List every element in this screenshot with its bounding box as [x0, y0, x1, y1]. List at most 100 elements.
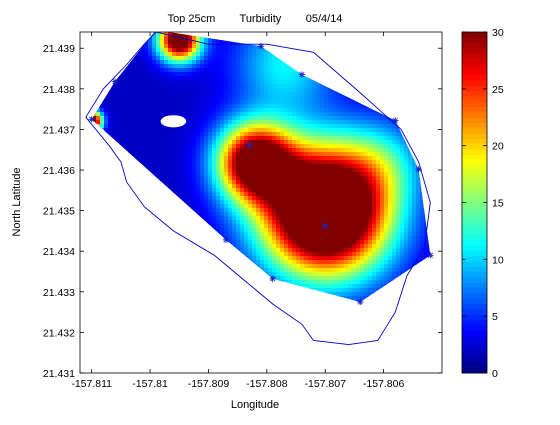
field-cell: [168, 112, 173, 117]
field-cell: [244, 188, 249, 193]
field-cell: [172, 100, 177, 105]
field-cell: [160, 132, 165, 137]
field-cell: [268, 224, 273, 229]
field-cell: [168, 60, 173, 65]
field-cell: [308, 248, 313, 253]
field-cell: [248, 216, 253, 221]
field-cell: [296, 168, 301, 173]
field-cell: [200, 116, 205, 121]
field-cell: [252, 124, 257, 129]
field-cell: [132, 148, 137, 153]
field-cell: [304, 92, 309, 97]
field-cell: [108, 124, 113, 129]
field-cell: [204, 156, 209, 161]
field-cell: [276, 76, 281, 81]
field-cell: [200, 44, 205, 49]
field-cell: [256, 200, 261, 205]
field-cell: [252, 252, 257, 257]
field-cell: [252, 192, 257, 197]
field-cell: [292, 172, 297, 177]
field-cell: [292, 264, 297, 269]
field-cell: [208, 48, 213, 53]
field-cell: [156, 96, 161, 101]
field-cell: [244, 156, 249, 161]
field-cell: [272, 124, 277, 129]
field-cell: [280, 88, 285, 93]
field-cell: [268, 112, 273, 117]
field-cell: [148, 48, 153, 53]
field-cell: [272, 232, 277, 237]
field-cell: [212, 196, 217, 201]
field-cell: [224, 220, 229, 225]
field-cell: [188, 112, 193, 117]
field-cell: [304, 236, 309, 241]
field-cell: [116, 132, 121, 137]
field-cell: [140, 60, 145, 65]
field-cell: [236, 100, 241, 105]
field-cell: [212, 216, 217, 221]
field-cell: [240, 100, 245, 105]
field-cell: [240, 216, 245, 221]
field-cell: [236, 196, 241, 201]
field-cell: [292, 104, 297, 109]
field-cell: [288, 212, 293, 217]
field-cell: [268, 76, 273, 81]
field-cell: [252, 140, 257, 145]
field-cell: [232, 112, 237, 117]
field-cell: [300, 168, 305, 173]
field-cell: [228, 152, 233, 157]
field-cell: [260, 168, 265, 173]
field-cell: [204, 180, 209, 185]
field-cell: [280, 160, 285, 165]
field-cell: [120, 124, 125, 129]
field-cell: [304, 232, 309, 237]
field-cell: [184, 152, 189, 157]
field-cell: [108, 116, 113, 121]
field-cell: [264, 224, 269, 229]
field-cell: [112, 136, 117, 141]
field-cell: [240, 236, 245, 241]
field-cell: [296, 88, 301, 93]
field-cell: [108, 100, 113, 105]
field-cell: [292, 68, 297, 73]
field-cell: [300, 92, 305, 97]
field-cell: [236, 160, 241, 165]
field-cell: [116, 140, 121, 145]
field-cell: [132, 88, 137, 93]
field-cell: [244, 240, 249, 245]
field-cell: [212, 224, 217, 229]
field-cell: [208, 40, 213, 45]
field-cell: [284, 160, 289, 165]
field-cell: [144, 56, 149, 61]
field-cell: [168, 100, 173, 105]
field-cell: [284, 216, 289, 221]
field-cell: [244, 132, 249, 137]
field-cell: [172, 104, 177, 109]
field-cell: [128, 88, 133, 93]
field-cell: [204, 44, 209, 49]
field-cell: [224, 108, 229, 113]
field-cell: [308, 92, 313, 97]
field-cell: [196, 164, 201, 169]
field-cell: [276, 164, 281, 169]
field-cell: [216, 112, 221, 117]
field-cell: [272, 224, 277, 229]
field-cell: [204, 116, 209, 121]
field-cell: [256, 80, 261, 85]
field-cell: [216, 88, 221, 93]
field-cell: [224, 112, 229, 117]
field-cell: [284, 72, 289, 77]
field-cell: [292, 116, 297, 121]
field-cell: [136, 132, 141, 137]
field-cell: [248, 224, 253, 229]
field-cell: [144, 80, 149, 85]
field-cell: [192, 180, 197, 185]
field-cell: [204, 108, 209, 113]
field-cell: [296, 124, 301, 129]
field-cell: [272, 272, 277, 277]
field-cell: [196, 48, 201, 53]
field-cell: [176, 176, 181, 181]
field-cell: [212, 124, 217, 129]
field-cell: [128, 84, 133, 89]
field-cell: [280, 256, 285, 261]
